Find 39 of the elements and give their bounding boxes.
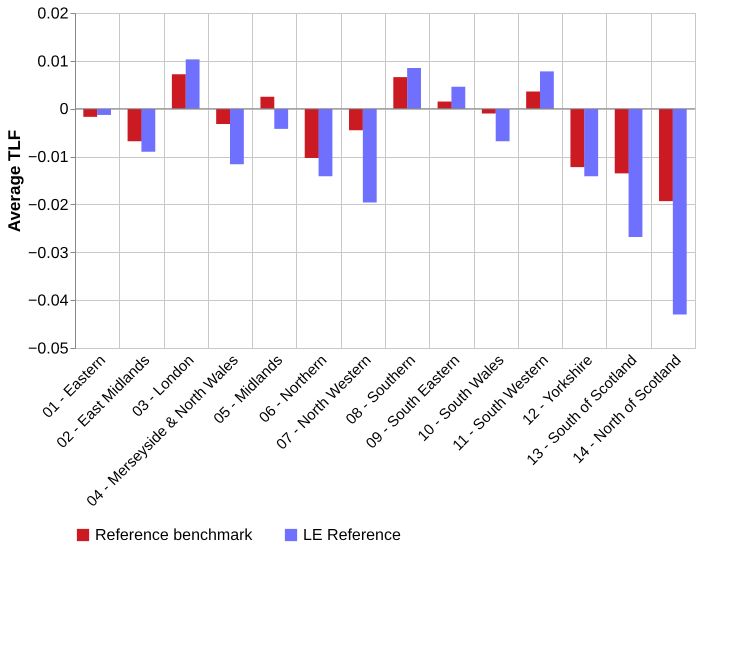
- bar: [318, 108, 332, 176]
- y-tick-label: −0.05: [28, 340, 69, 358]
- y-tick-label: −0.04: [28, 292, 69, 310]
- bar: [628, 108, 642, 237]
- y-axis-title: Average TLF: [5, 130, 24, 232]
- bar: [540, 71, 554, 109]
- y-tick-label: −0.02: [28, 196, 69, 214]
- bar: [83, 108, 98, 117]
- bar: [482, 108, 496, 114]
- bar: [274, 108, 288, 129]
- bar: [349, 108, 363, 130]
- y-tick-label: 0.01: [37, 53, 69, 70]
- bar: [186, 59, 200, 109]
- y-tick-label: 0.02: [37, 6, 69, 22]
- y-tick-label: −0.01: [28, 149, 69, 166]
- bar: [362, 108, 377, 203]
- bar: [304, 108, 319, 158]
- legend-label: Reference benchmark: [95, 527, 254, 544]
- legend-label: LE Reference: [303, 527, 401, 544]
- bar: [584, 108, 598, 176]
- bar: [672, 108, 687, 314]
- bar: [614, 108, 629, 174]
- bar: [128, 108, 142, 142]
- bar: [496, 108, 510, 142]
- bar: [393, 77, 408, 109]
- bar: [172, 74, 186, 109]
- y-tick-label: 0: [60, 101, 69, 118]
- bar: [216, 108, 230, 124]
- bar: [659, 108, 673, 202]
- bar: [407, 68, 421, 109]
- bar: [97, 108, 111, 115]
- bar: [438, 102, 452, 109]
- bar: [141, 108, 156, 152]
- bar: [526, 91, 540, 109]
- bar: [451, 86, 466, 109]
- y-tick-label: −0.03: [28, 244, 69, 262]
- bar: [260, 96, 274, 109]
- bar: [230, 108, 244, 164]
- bar: [570, 108, 584, 168]
